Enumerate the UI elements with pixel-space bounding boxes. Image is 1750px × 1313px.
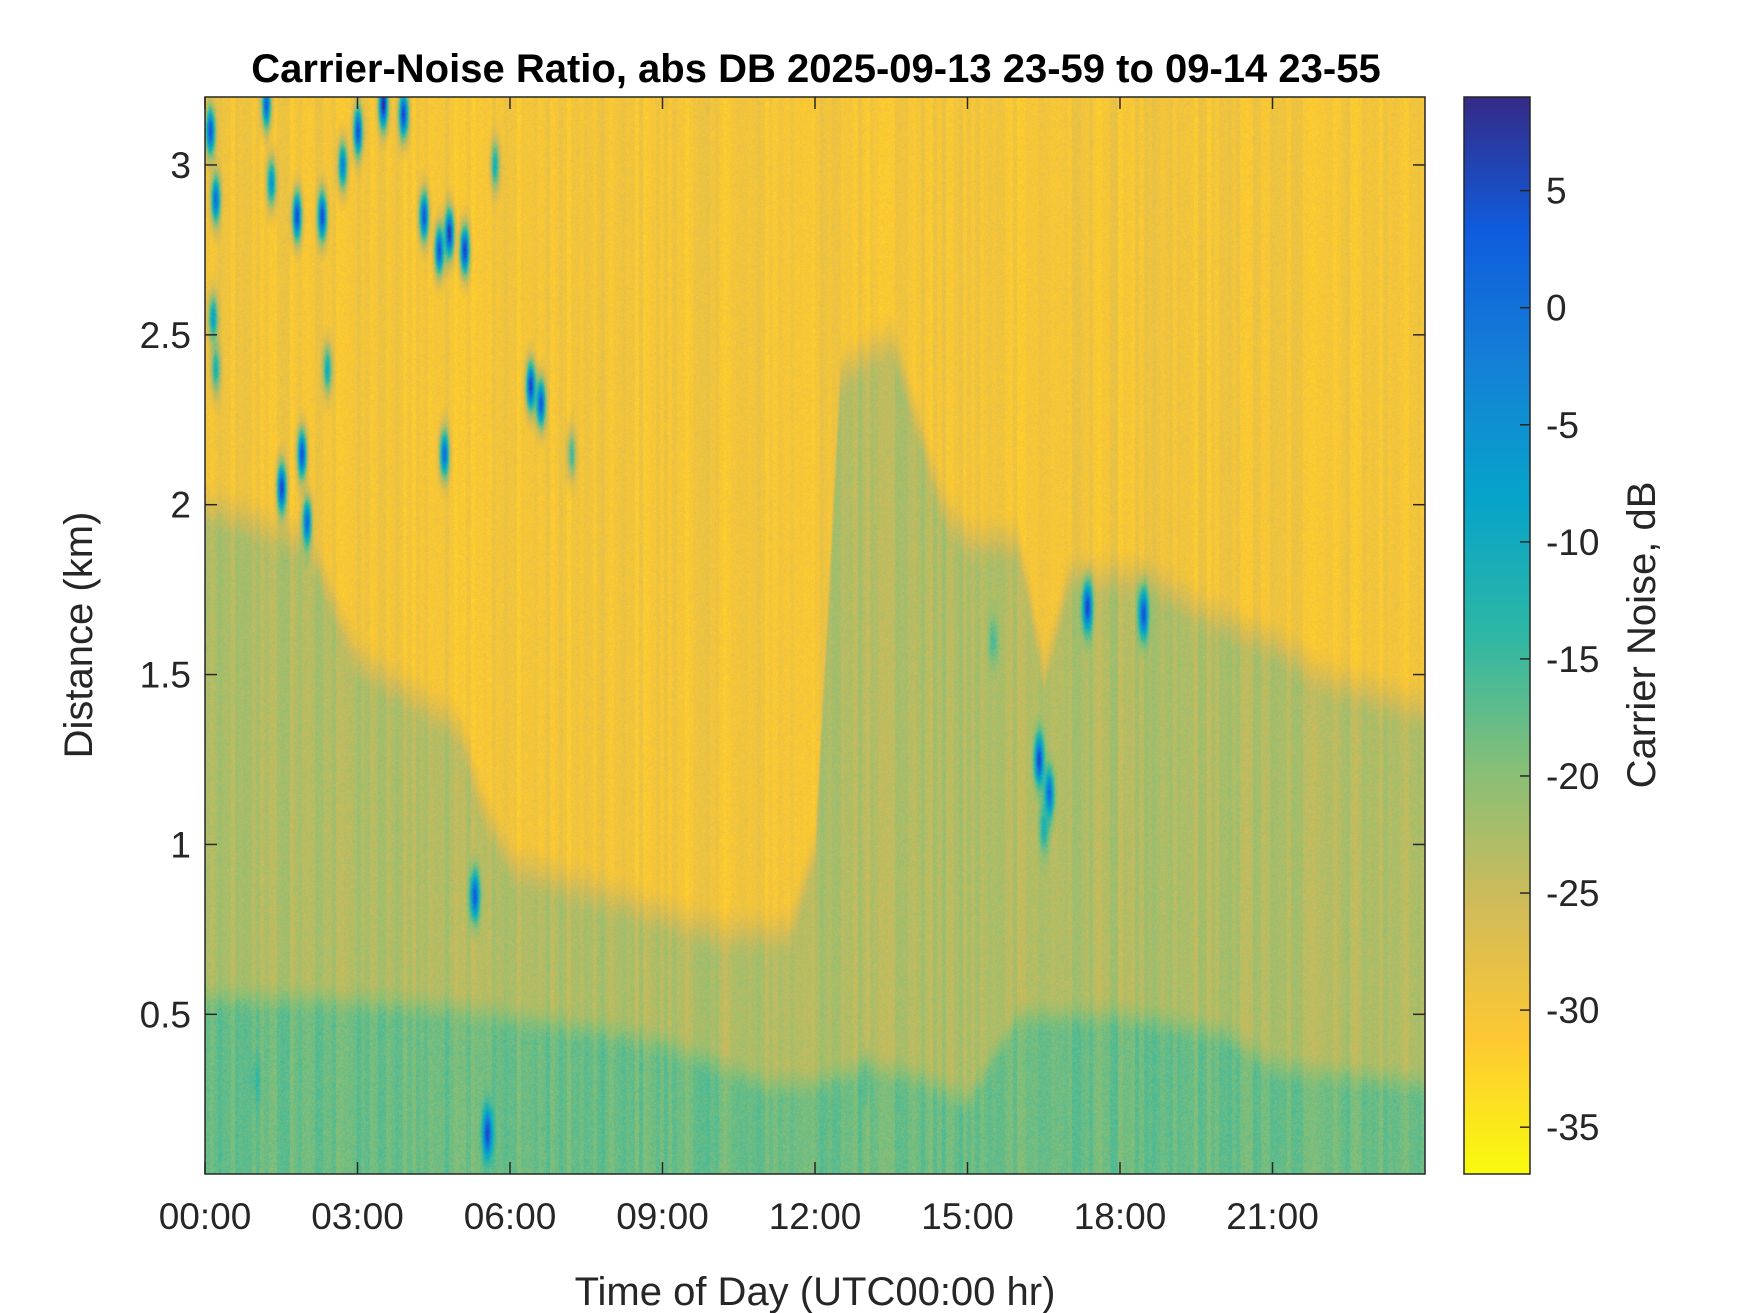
colorbar: 5 0 -5 -10 -15 -20 -25 -30 -35 Carrier Noise, dB	[1463, 96, 1664, 1175]
y-tick-label: 1.5	[140, 655, 191, 696]
colorbar-tick-label: -20	[1546, 756, 1599, 797]
y-tick-label: 2.5	[140, 315, 191, 356]
y-axis: 0.5 1 1.5 2 2.5 3	[140, 145, 1425, 1035]
x-tick-label: 18:00	[1074, 1196, 1167, 1237]
colorbar-tick-label: -15	[1546, 639, 1599, 680]
colorbar-ticks: 5 0 -5 -10 -15 -20 -25 -30 -35	[1520, 171, 1599, 1148]
y-tick-label: 2	[170, 485, 191, 526]
colorbar-tick-label: -25	[1546, 873, 1599, 914]
y-tick-label: 3	[170, 145, 191, 186]
x-axis: 00:00 03:00 06:00 09:00 12:00 15:00 18:00 21:00	[159, 97, 1319, 1237]
x-tick-label: 06:00	[464, 1196, 557, 1237]
heatmap-surface	[205, 97, 1425, 1174]
colorbar-gradient	[1463, 96, 1531, 1175]
chart-title: Carrier-Noise Ratio, abs DB 2025-09-13 2…	[251, 47, 1380, 91]
y-tick-label: 0.5	[140, 994, 191, 1035]
colorbar-tick-label: 0	[1546, 288, 1567, 329]
colorbar-tick-label: -35	[1546, 1107, 1599, 1148]
x-tick-label: 12:00	[769, 1196, 862, 1237]
x-tick-label: 09:00	[616, 1196, 709, 1237]
plot-area	[204, 96, 1426, 1175]
x-tick-label: 15:00	[921, 1196, 1014, 1237]
x-tick-label: 00:00	[159, 1196, 252, 1237]
colorbar-tick-label: -10	[1546, 522, 1599, 563]
colorbar-label: Carrier Noise, dB	[1620, 482, 1664, 789]
x-axis-label: Time of Day (UTC00:00 hr)	[575, 1270, 1056, 1313]
colorbar-tick-label: 5	[1546, 171, 1567, 212]
colorbar-tick-label: -30	[1546, 990, 1599, 1031]
x-tick-label: 03:00	[311, 1196, 404, 1237]
y-axis-label: Distance (km)	[57, 512, 101, 759]
y-tick-label: 1	[170, 824, 191, 865]
heatmap-canvas	[205, 97, 1425, 1174]
x-tick-label: 21:00	[1226, 1196, 1319, 1237]
colorbar-tick-label: -5	[1546, 405, 1579, 446]
